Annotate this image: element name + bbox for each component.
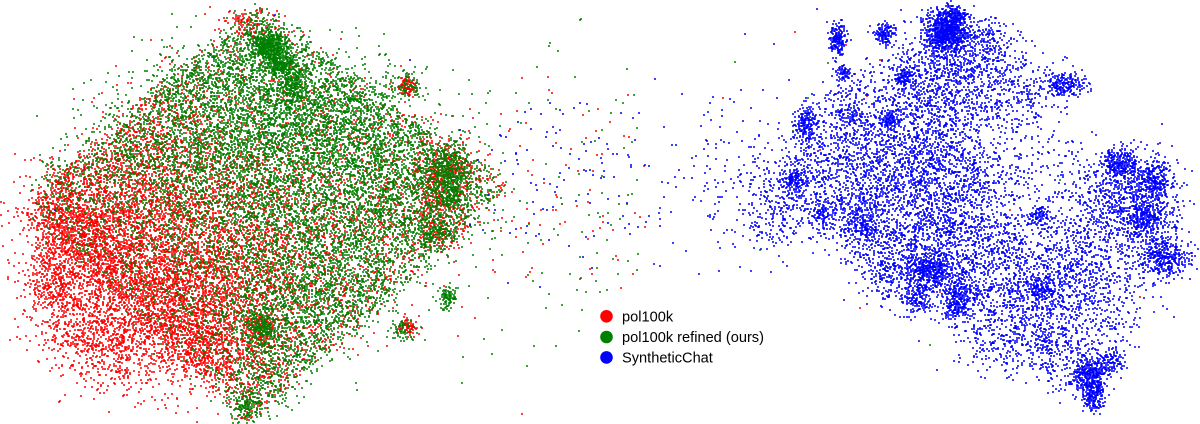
svg-text:SyntheticChat: SyntheticChat [622,351,713,367]
svg-text:pol100k: pol100k [622,310,674,326]
svg-text:pol100k refined (ours): pol100k refined (ours) [622,330,764,346]
